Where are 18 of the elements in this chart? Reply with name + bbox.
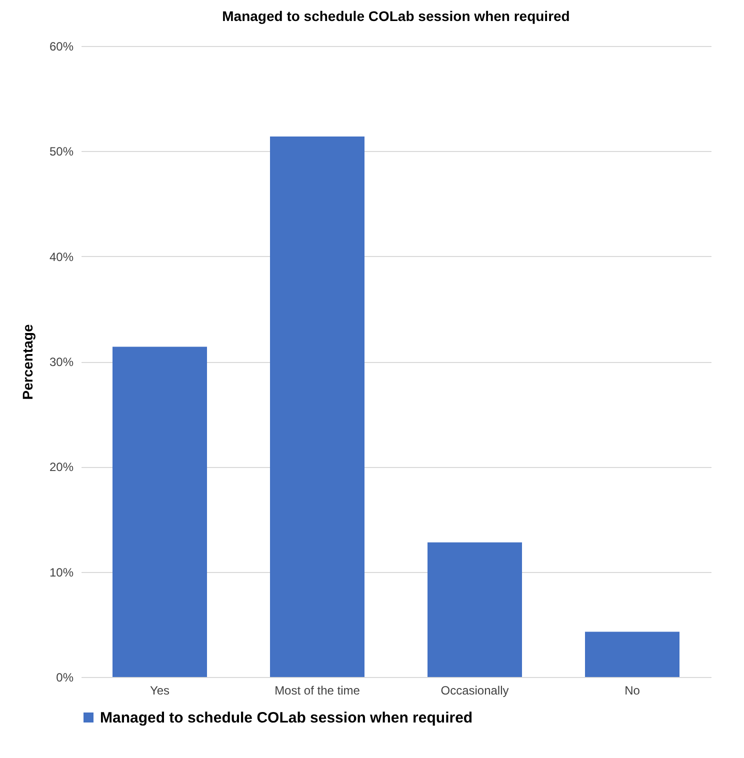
- bar: [585, 632, 680, 677]
- legend-label: Managed to schedule COLab session when required: [100, 710, 473, 726]
- y-tick-label: 0%: [56, 670, 74, 684]
- chart-title: Managed to schedule COLab session when required: [222, 8, 570, 24]
- bar: [428, 542, 522, 677]
- bar: [270, 136, 364, 677]
- x-tick-label: No: [624, 684, 640, 698]
- y-axis-title: Percentage: [19, 324, 36, 400]
- x-tick-label: Yes: [150, 684, 170, 698]
- y-tick-label: 60%: [49, 40, 74, 54]
- y-tick-label: 30%: [49, 355, 74, 369]
- y-tick-label: 20%: [49, 460, 74, 474]
- y-tick-label: 40%: [49, 250, 74, 264]
- x-tick-label: Occasionally: [440, 684, 509, 698]
- x-tick-label: Most of the time: [274, 684, 360, 698]
- y-tick-label: 10%: [49, 565, 74, 580]
- bar: [112, 346, 207, 677]
- y-tick-label: 50%: [49, 144, 74, 159]
